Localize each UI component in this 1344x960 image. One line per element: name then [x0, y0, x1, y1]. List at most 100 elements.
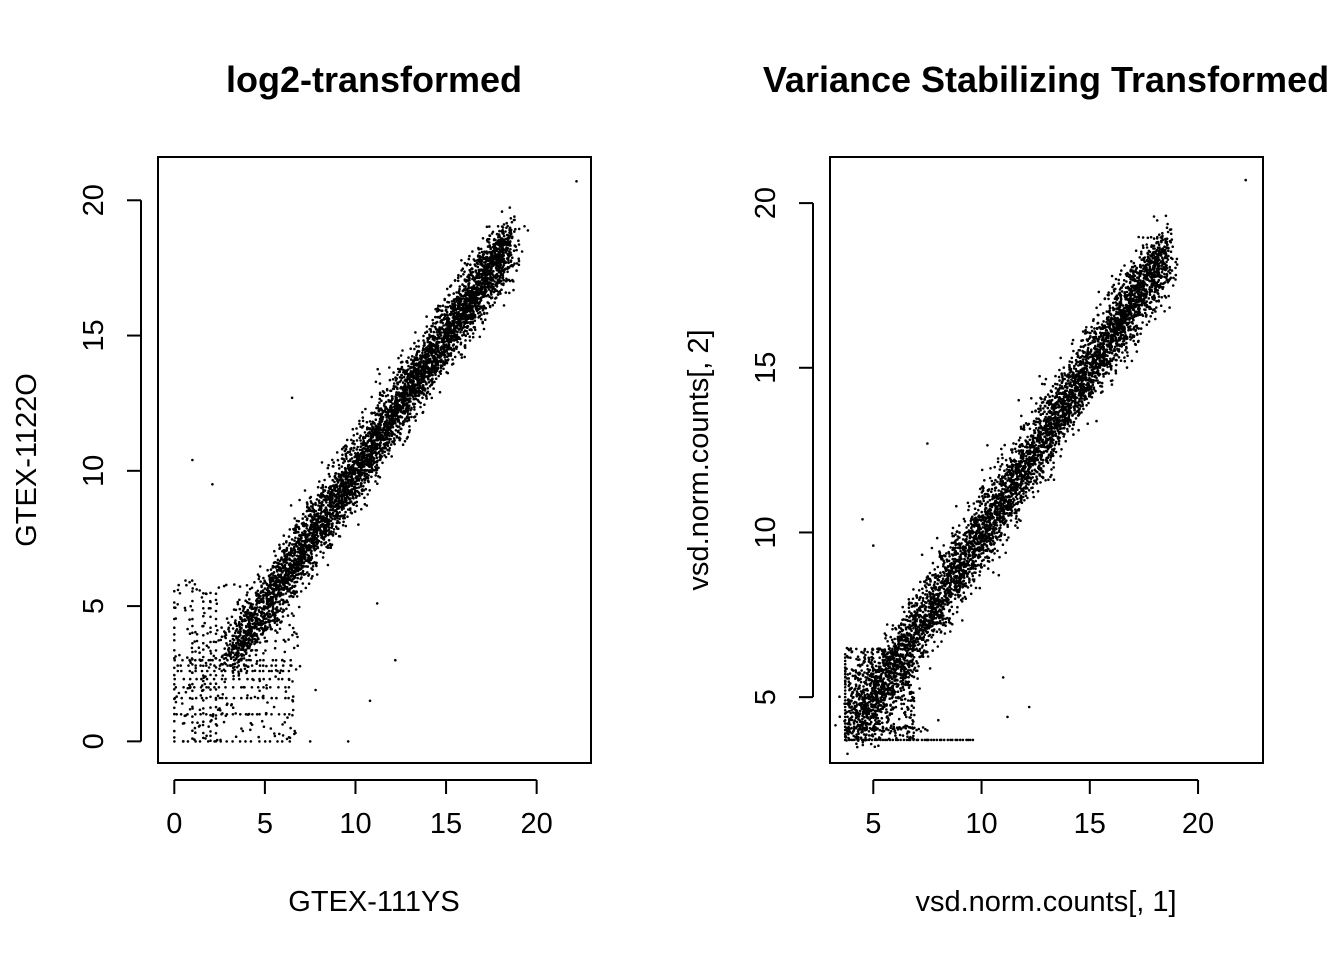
data-point [471, 250, 474, 253]
data-point [508, 206, 512, 209]
data-point [425, 391, 429, 395]
data-point [482, 294, 485, 298]
data-point [459, 297, 463, 300]
data-point [304, 530, 307, 533]
data-point [377, 466, 380, 470]
data-point [327, 511, 331, 515]
data-point [342, 461, 345, 465]
data-point [237, 658, 240, 662]
data-point [432, 356, 435, 359]
data-point [267, 609, 271, 613]
data-point [485, 250, 488, 253]
data-point [355, 500, 359, 504]
data-point [485, 225, 489, 229]
data-point [405, 388, 409, 392]
data-point [436, 333, 440, 337]
data-point [338, 517, 341, 521]
data-point [480, 275, 484, 279]
data-point [494, 274, 497, 278]
data-point [347, 473, 351, 476]
data-point [251, 622, 254, 626]
data-point [439, 346, 443, 349]
data-point [457, 303, 460, 307]
data-point [478, 273, 481, 277]
data-point [476, 255, 480, 258]
data-point [425, 349, 429, 353]
data-point [295, 554, 299, 558]
data-point [374, 465, 377, 469]
data-point [413, 362, 417, 366]
data-point [509, 253, 513, 257]
data-point [326, 504, 330, 507]
data-point [375, 443, 378, 447]
data-point [294, 536, 297, 540]
data-point [312, 510, 316, 513]
data-point [275, 619, 279, 623]
data-point [320, 461, 324, 464]
data-point [270, 580, 274, 583]
data-point [268, 583, 272, 587]
data-point [401, 422, 404, 426]
data-point [297, 519, 301, 523]
data-point [396, 367, 400, 371]
data-point [263, 608, 266, 611]
data-point [481, 321, 485, 325]
data-point [283, 548, 286, 552]
data-point [266, 611, 269, 615]
data-point [282, 561, 285, 564]
data-point [399, 387, 402, 390]
data-point [457, 337, 460, 341]
data-point [415, 389, 418, 393]
data-point [241, 653, 244, 656]
data-point [327, 532, 331, 536]
data-point [427, 347, 430, 350]
data-point [267, 618, 270, 622]
data-point [255, 619, 259, 623]
data-point [509, 217, 513, 220]
data-point [504, 279, 508, 283]
data-point [374, 480, 377, 483]
data-point [249, 602, 253, 605]
data-point [374, 425, 377, 428]
data-point [246, 633, 250, 636]
data-point [352, 497, 355, 500]
data-point [374, 454, 378, 457]
data-point [336, 515, 339, 519]
data-point [502, 278, 506, 282]
data-point [238, 628, 242, 631]
data-point [437, 374, 441, 378]
data-point [225, 617, 229, 620]
data-point [285, 587, 289, 591]
data-point [304, 559, 308, 562]
data-point [389, 404, 393, 408]
data-point [487, 286, 490, 290]
data-point [310, 520, 313, 524]
data-point [280, 562, 283, 566]
data-point [285, 607, 288, 611]
data-point [335, 485, 339, 489]
data-point [506, 252, 510, 256]
data-point [237, 646, 240, 649]
data-point [295, 523, 298, 527]
data-point [502, 223, 506, 226]
data-point [405, 391, 409, 394]
data-point [491, 288, 494, 291]
data-point [360, 459, 364, 463]
data-point [353, 452, 357, 455]
data-point [330, 490, 333, 494]
data-point [300, 536, 303, 540]
data-point [293, 546, 296, 550]
data-point [352, 446, 356, 450]
data-point [441, 321, 445, 325]
data-point [298, 554, 301, 558]
data-point [387, 452, 390, 456]
data-point [454, 307, 458, 311]
data-point [326, 466, 330, 470]
data-point [397, 403, 400, 407]
data-point [378, 397, 382, 401]
data-point [355, 475, 358, 478]
data-point [229, 623, 232, 627]
data-point [447, 322, 451, 325]
data-point [264, 624, 267, 628]
data-point [509, 248, 512, 251]
